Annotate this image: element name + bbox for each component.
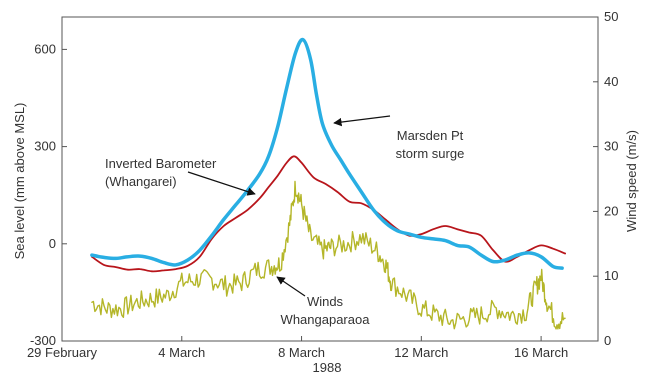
x-tick-label: 8 March (278, 345, 325, 360)
right-tick-label: 0 (604, 333, 611, 348)
annotation-arrow (333, 115, 391, 127)
right-axis-title: Wind speed (m/s) (624, 130, 639, 232)
x-tick-label: 4 March (158, 345, 205, 360)
annotation-label: Inverted Barometer (105, 156, 217, 171)
series-winds (91, 180, 566, 330)
plot-frame (61, 16, 599, 342)
x-axis: 29 February 4 March 8 March 12 March 16 Marc… (27, 336, 568, 360)
annotation-label: (Whangarei) (105, 174, 177, 189)
x-axis-title: 1988 (313, 360, 342, 375)
right-tick-label: 50 (604, 9, 618, 24)
left-tick-label: 600 (34, 41, 56, 56)
annotation-label: storm surge (396, 146, 465, 161)
series-inverted-barometer (91, 155, 566, 273)
left-axis-title: Sea level (mm above MSL) (12, 103, 27, 260)
right-tick-label: 30 (604, 139, 618, 154)
left-axis: -300 0 300 600 (30, 41, 67, 348)
x-tick-label: 16 March (514, 345, 568, 360)
x-tick-label: 29 February (27, 345, 98, 360)
left-tick-label: -300 (30, 333, 56, 348)
annotation-label: Marsden Pt (397, 128, 464, 143)
annotation-label: Winds (307, 294, 344, 309)
series-layer (90, 37, 566, 330)
annotation-label: Whangaparaoa (281, 312, 371, 327)
left-tick-label: 0 (49, 236, 56, 251)
annotation-arrow (187, 171, 256, 196)
left-tick-label: 300 (34, 139, 56, 154)
right-tick-label: 10 (604, 268, 618, 283)
right-tick-label: 40 (604, 74, 618, 89)
x-tick-label: 12 March (394, 345, 448, 360)
annotation-arrow (276, 276, 306, 297)
annotation-layer: Marsden Pt storm surge Inverted Barometer (… (105, 115, 465, 327)
series-storm-surge (90, 37, 564, 270)
right-axis: 0 10 20 30 40 50 (593, 9, 618, 348)
right-tick-label: 20 (604, 203, 618, 218)
